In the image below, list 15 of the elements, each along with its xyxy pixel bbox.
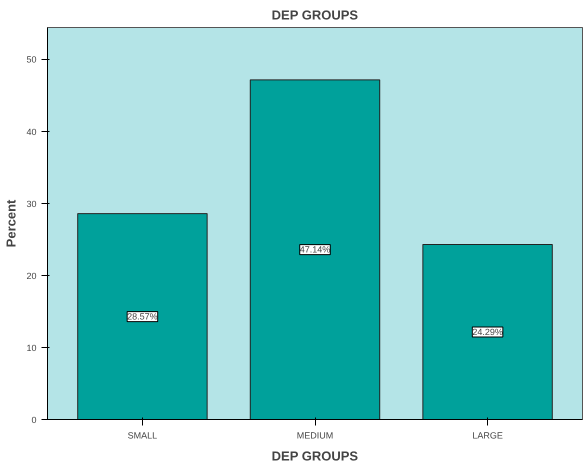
y-tick-label: 10 <box>26 342 37 353</box>
chart-title: DEP GROUPS <box>272 8 358 22</box>
bar <box>422 244 553 420</box>
y-tick-label: 0 <box>31 415 37 425</box>
y-tick-label: 40 <box>26 126 37 137</box>
x-axis-title: DEP GROUPS <box>272 448 358 464</box>
y-tick-label: 50 <box>26 54 37 65</box>
y-axis-title: Percent <box>3 198 18 248</box>
y-tick-label: 30 <box>26 198 37 209</box>
x-tick-label: SMALL <box>128 430 158 440</box>
x-tick-label: MEDIUM <box>296 430 334 440</box>
bar <box>250 79 380 420</box>
y-tick-label: 20 <box>26 270 37 281</box>
x-tick-label: LARGE <box>472 430 503 440</box>
bar <box>77 213 208 420</box>
